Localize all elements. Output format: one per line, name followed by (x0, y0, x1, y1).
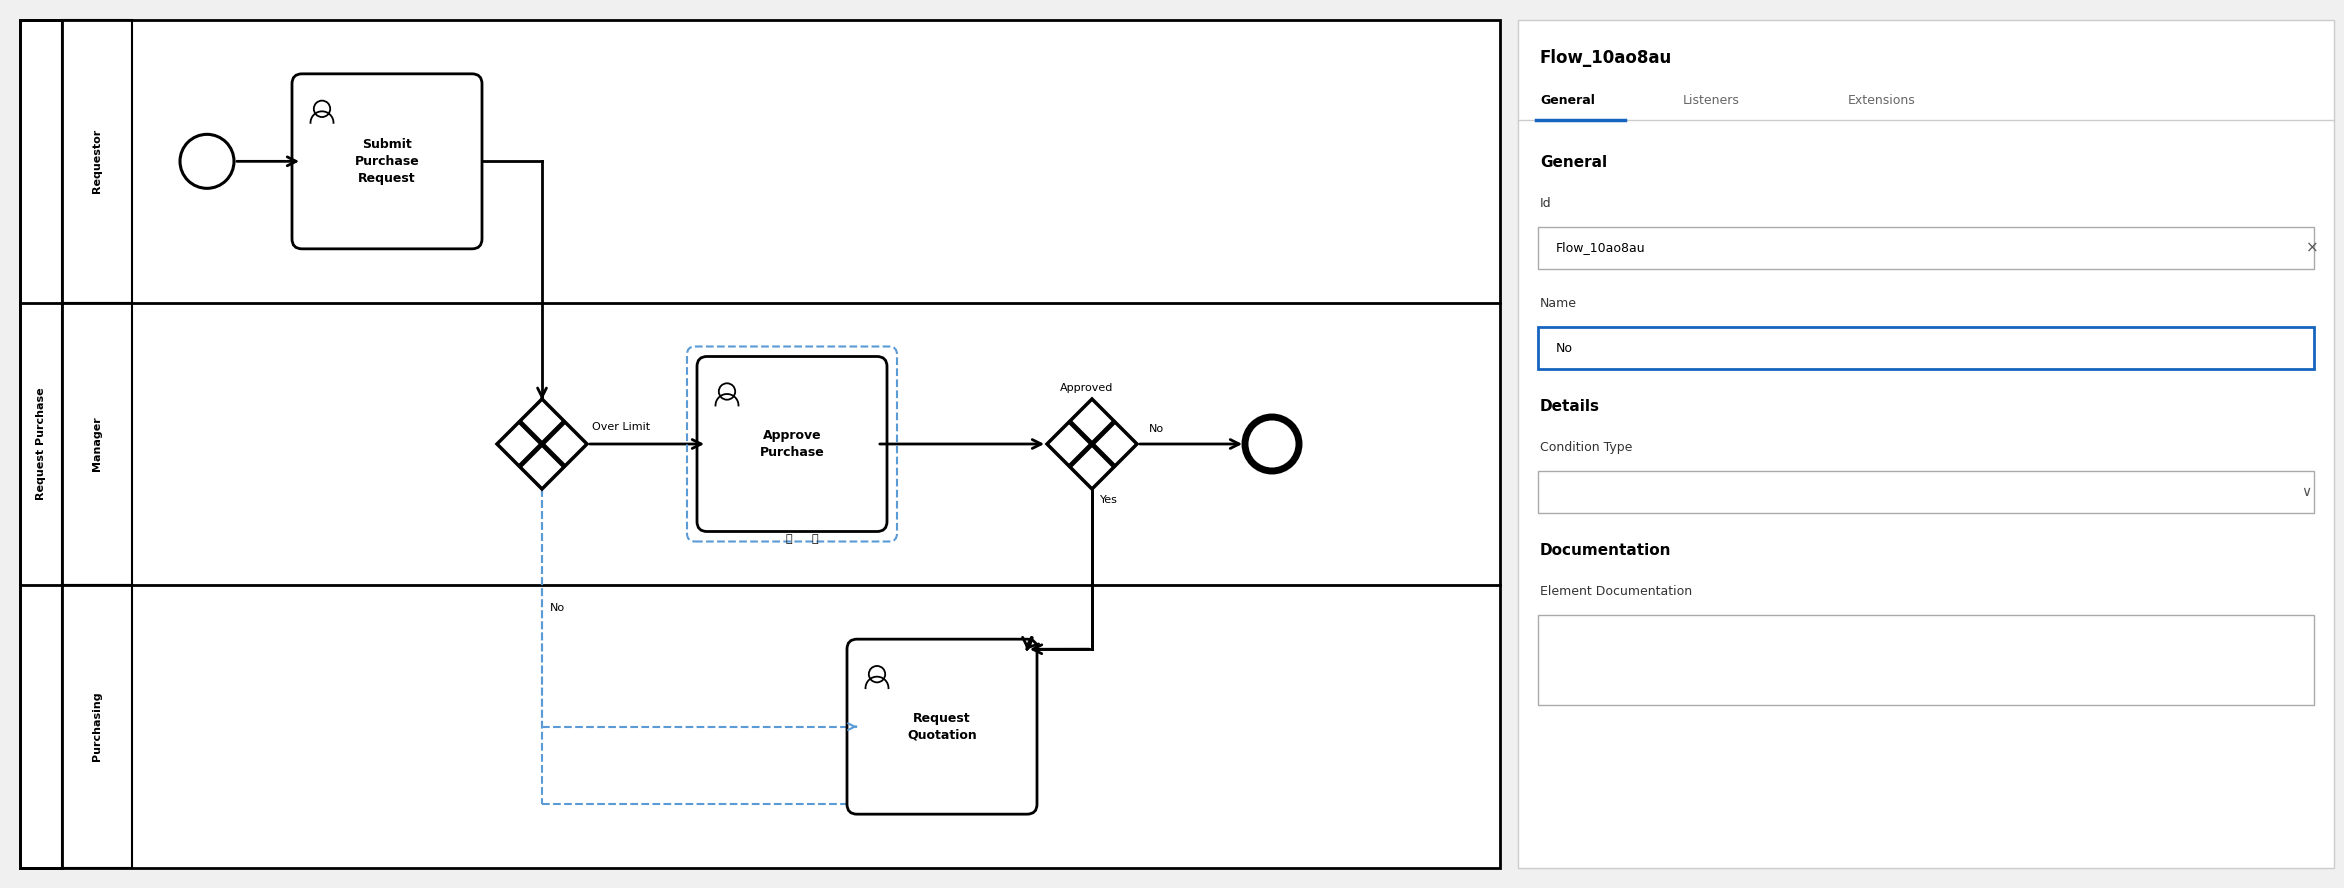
Text: Condition Type: Condition Type (1540, 441, 1631, 454)
Text: Listeners: Listeners (1683, 93, 1739, 107)
FancyBboxPatch shape (293, 74, 483, 249)
Text: Requestor: Requestor (91, 130, 103, 194)
Bar (61, 585, 131, 868)
Text: General: General (1540, 93, 1594, 107)
Text: Documentation: Documentation (1540, 543, 1671, 558)
Polygon shape (1048, 399, 1137, 489)
Circle shape (314, 100, 331, 117)
Bar (1538, 471, 2314, 513)
Text: Yes: Yes (1099, 495, 1118, 505)
Bar (1538, 327, 2314, 369)
Text: Request
Quotation: Request Quotation (907, 711, 977, 741)
Circle shape (870, 666, 886, 682)
Text: Flow_10ao8au: Flow_10ao8au (1540, 49, 1671, 67)
Text: ×: × (2306, 241, 2318, 256)
Text: Extensions: Extensions (1847, 93, 1915, 107)
Text: ∨: ∨ (2302, 485, 2311, 499)
Text: Request Purchase: Request Purchase (35, 388, 47, 500)
Text: Purchasing: Purchasing (91, 692, 103, 762)
Text: Approved: Approved (1059, 383, 1113, 393)
Text: Element Documentation: Element Documentation (1540, 585, 1692, 598)
Bar (61, 303, 131, 585)
Bar (1538, 615, 2314, 705)
Text: Submit
Purchase
Request: Submit Purchase Request (354, 138, 420, 185)
FancyBboxPatch shape (696, 356, 886, 532)
Text: General: General (1540, 155, 1608, 170)
Bar (21, 20, 1500, 868)
Text: No: No (551, 603, 565, 614)
Bar (1519, 20, 2335, 868)
Text: 🔧: 🔧 (785, 535, 792, 544)
Text: Details: Details (1540, 399, 1601, 414)
Text: 🗑: 🗑 (811, 535, 818, 544)
Text: Over Limit: Over Limit (593, 422, 649, 432)
Bar (21, 20, 61, 868)
Text: Id: Id (1540, 197, 1552, 210)
Text: Manager: Manager (91, 416, 103, 472)
Text: No: No (1149, 424, 1165, 434)
Text: Flow_10ao8au: Flow_10ao8au (1556, 242, 1645, 255)
Bar (1538, 227, 2314, 269)
Circle shape (720, 384, 736, 400)
Circle shape (180, 134, 234, 188)
Bar (61, 20, 131, 303)
Text: Approve
Purchase: Approve Purchase (759, 429, 825, 459)
Circle shape (1245, 417, 1299, 471)
Bar (21, 20, 1500, 868)
Polygon shape (497, 399, 586, 489)
Text: No: No (1556, 342, 1573, 354)
Text: Name: Name (1540, 297, 1578, 310)
FancyBboxPatch shape (846, 639, 1036, 814)
